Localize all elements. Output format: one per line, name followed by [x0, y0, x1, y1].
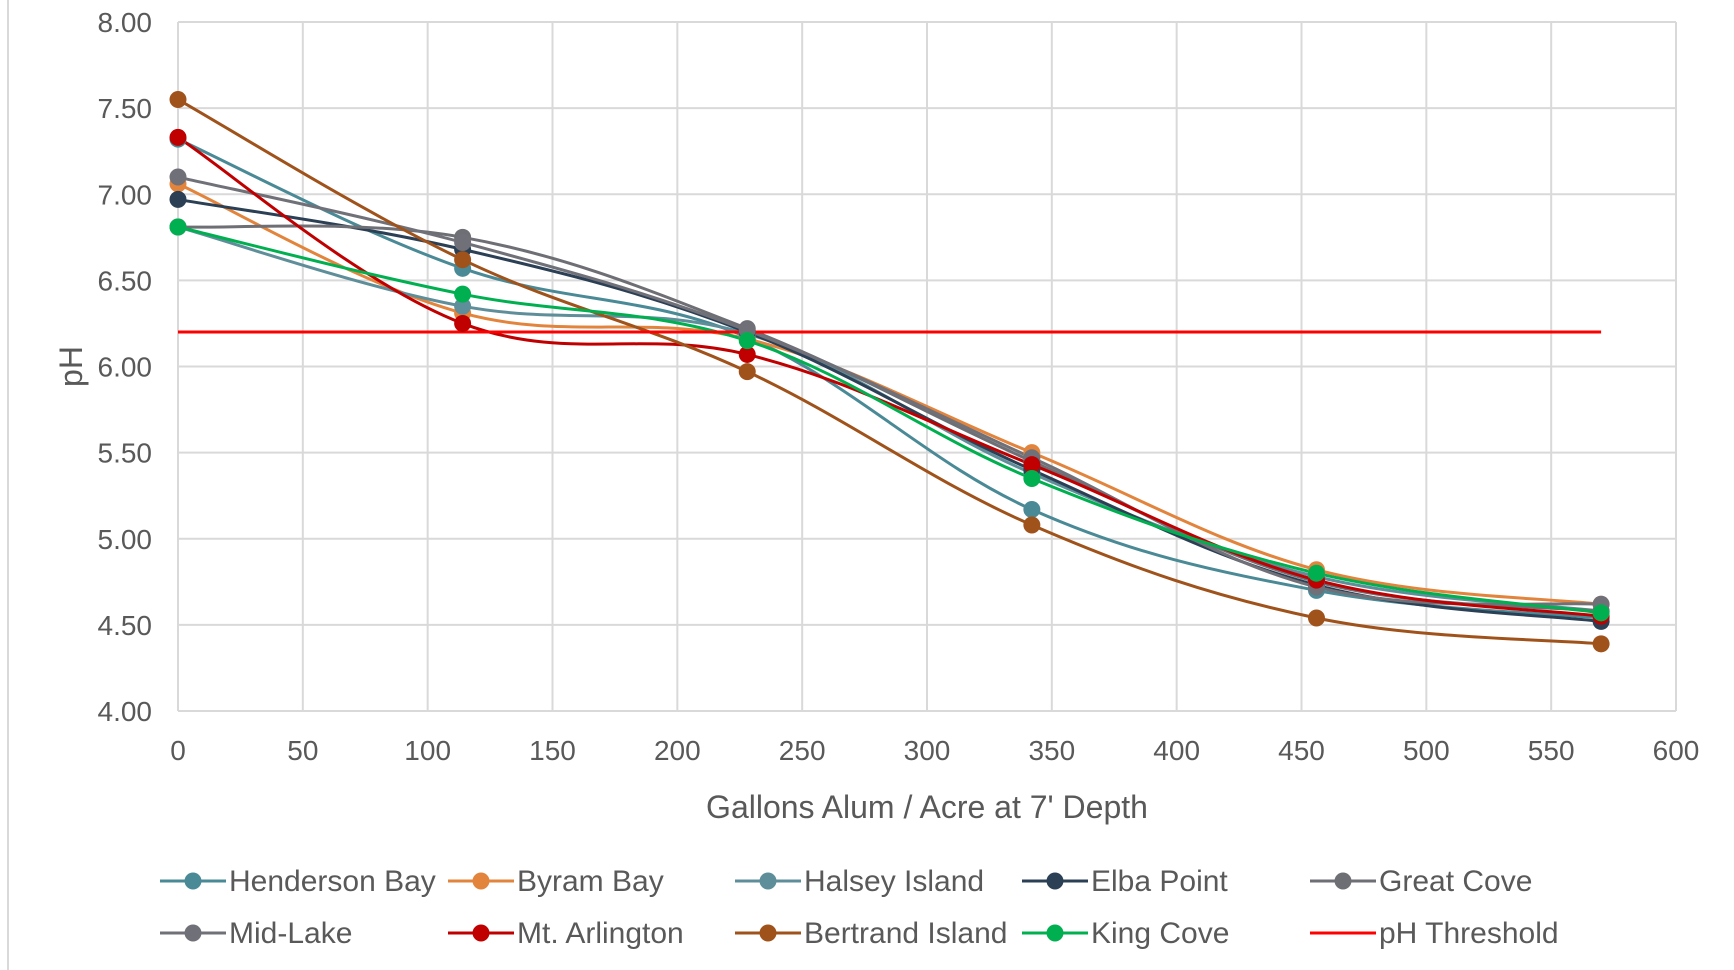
x-tick-label: 400	[1153, 735, 1200, 766]
legend-item-halsey-island: Halsey Island	[735, 865, 984, 898]
x-tick-label: 200	[654, 735, 701, 766]
data-point-mt-arlington	[738, 345, 756, 363]
data-point-mt-arlington	[169, 128, 187, 146]
data-point-henderson-bay	[1023, 500, 1041, 518]
legend-item-byram-bay: Byram Bay	[448, 865, 664, 898]
legend-item-mid-lake: Mid-Lake	[160, 917, 352, 950]
x-tick-label: 250	[779, 735, 826, 766]
legend-item-great-cove: Great Cove	[1310, 865, 1532, 898]
data-point-bertrand-island	[1023, 516, 1041, 534]
data-point-mt-arlington	[1023, 456, 1041, 474]
x-tick-label: 150	[529, 735, 576, 766]
y-tick-label: 5.50	[98, 438, 153, 469]
legend-label: Byram Bay	[517, 865, 664, 898]
x-tick-label: 50	[287, 735, 318, 766]
marker-group	[169, 91, 1610, 653]
data-point-bertrand-island	[1307, 609, 1325, 627]
legend-label: Mt. Arlington	[517, 917, 684, 950]
data-point-king-cove	[454, 285, 472, 303]
data-point-mt-arlington	[454, 314, 472, 332]
x-tick-label: 300	[904, 735, 951, 766]
legend-swatch-marker	[759, 924, 777, 942]
x-tick-label: 500	[1403, 735, 1450, 766]
y-tick-label: 6.50	[98, 265, 153, 296]
data-point-bertrand-island	[738, 363, 756, 381]
legend-item-ph-threshold: pH Threshold	[1310, 917, 1559, 950]
legend-item-bertrand-island: Bertrand Island	[735, 917, 1007, 950]
y-tick-label: 7.00	[98, 179, 153, 210]
data-point-mid-lake	[169, 168, 187, 186]
legend-swatch-marker	[184, 872, 202, 890]
legend-swatch-marker	[1334, 872, 1352, 890]
x-axis-title: Gallons Alum / Acre at 7' Depth	[706, 789, 1148, 825]
data-point-king-cove	[1592, 604, 1610, 622]
legend-label: pH Threshold	[1379, 917, 1559, 950]
y-tick-label: 6.00	[98, 352, 153, 383]
gridlines	[177, 21, 1677, 712]
legend-label: Halsey Island	[804, 865, 984, 898]
x-tick-label: 550	[1528, 735, 1575, 766]
legend-swatch-marker	[472, 872, 490, 890]
data-point-bertrand-island	[1592, 635, 1610, 653]
legend-label: Mid-Lake	[229, 917, 352, 950]
y-tick-label: 4.50	[98, 610, 153, 641]
data-point-bertrand-island	[454, 251, 472, 269]
data-point-king-cove	[1307, 564, 1325, 582]
data-point-mid-lake	[454, 233, 472, 251]
legend-swatch-marker	[1046, 924, 1064, 942]
data-point-king-cove	[169, 218, 187, 236]
legend-item-mt-arlington: Mt. Arlington	[448, 917, 684, 950]
legend-swatch-marker	[1046, 872, 1064, 890]
series-line-king-cove	[176, 225, 1603, 615]
legend-label: Elba Point	[1091, 865, 1228, 898]
legend-item-king-cove: King Cove	[1022, 917, 1229, 950]
x-tick-label: 0	[170, 735, 186, 766]
legend-swatch-marker	[759, 872, 777, 890]
data-point-halsey-island	[454, 297, 472, 315]
y-tick-label: 7.50	[98, 93, 153, 124]
legend-item-elba-point: Elba Point	[1022, 865, 1228, 898]
x-tick-label: 100	[404, 735, 451, 766]
data-point-elba-point	[169, 190, 187, 208]
series-group	[176, 98, 1603, 646]
series-line-bertrand-island	[176, 98, 1603, 646]
legend-item-henderson-bay: Henderson Bay	[160, 865, 436, 898]
legend-label: Great Cove	[1379, 865, 1532, 898]
y-tick-label: 4.00	[98, 696, 153, 727]
legend-swatch-marker	[184, 924, 202, 942]
x-tick-label: 350	[1028, 735, 1075, 766]
legend-label: Bertrand Island	[804, 917, 1007, 950]
x-tick-label: 450	[1278, 735, 1325, 766]
data-point-king-cove	[738, 332, 756, 350]
legend: Henderson Bay Byram Bay Halsey Island Elba …	[160, 865, 1559, 950]
tick-labels: 0 50 100 150 200 250 300 350 400 450 500 550 600 4.00…	[98, 7, 1700, 766]
legend-label: Henderson Bay	[229, 865, 436, 898]
x-tick-label: 600	[1653, 735, 1700, 766]
legend-swatch-marker	[472, 924, 490, 942]
series-line-mid-lake	[176, 175, 1603, 606]
legend-label: King Cove	[1091, 917, 1229, 950]
y-tick-label: 8.00	[98, 7, 153, 38]
series-line-henderson-bay	[176, 137, 1603, 620]
data-point-bertrand-island	[169, 91, 187, 109]
y-tick-label: 5.00	[98, 524, 153, 555]
y-axis-title: pH	[53, 346, 89, 387]
data-point-king-cove	[1023, 469, 1041, 487]
